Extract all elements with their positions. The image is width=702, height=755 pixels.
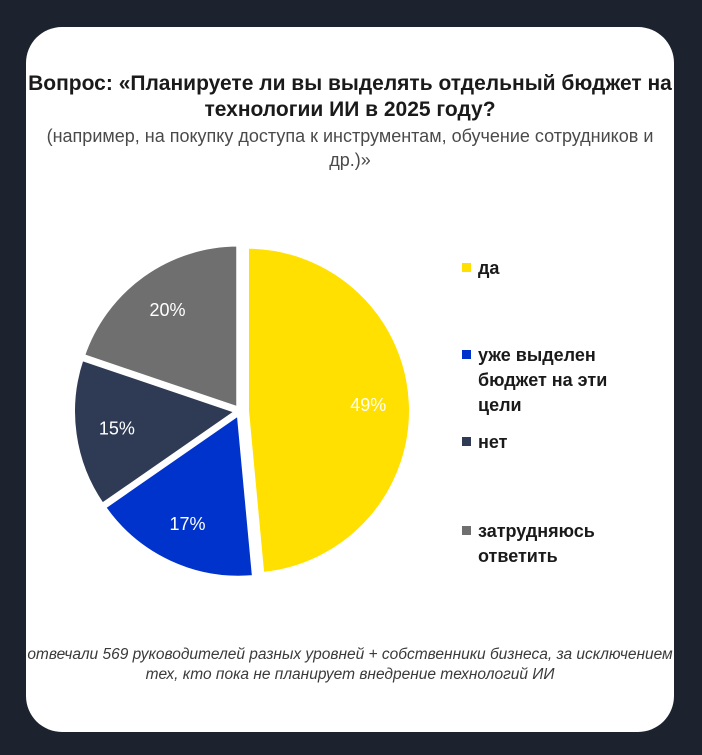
legend-label-no: нет	[478, 432, 508, 452]
pie-slice-no	[71, 356, 240, 507]
pie-slice-yes	[244, 244, 410, 576]
pie-slice-budget-allocated	[101, 411, 257, 580]
chart-title: Вопрос: «Планируете ли вы выделять отдел…	[28, 72, 672, 121]
chart-card: Вопрос: «Планируете ли вы выделять отдел…	[26, 27, 674, 732]
legend-label-yes: да	[478, 258, 500, 278]
footnote: отвечали 569 руководителей разных уровне…	[27, 646, 673, 683]
legend-swatch-no	[462, 437, 471, 446]
slice-label-budget-allocated: 17%	[170, 514, 206, 534]
legend-item-no: нет	[462, 430, 648, 455]
legend-swatch-undecided	[462, 526, 471, 535]
pie-chart: 49% 17% 15% 20%	[71, 242, 410, 580]
slice-label-no: 15%	[99, 418, 135, 438]
legend-label-undecided: затрудняюсь ответить	[478, 521, 595, 566]
legend-item-undecided: затрудняюсь ответить	[462, 519, 648, 569]
legend-label-budget-allocated: уже выделен бюджет на эти цели	[478, 345, 608, 415]
legend-swatch-yes	[462, 263, 471, 272]
legend-item-budget-allocated: уже выделен бюджет на эти цели	[462, 343, 648, 418]
pie-slice-undecided	[80, 242, 241, 411]
legend-item-yes: да	[462, 256, 648, 281]
slice-label-undecided: 20%	[150, 300, 186, 320]
slice-label-yes: 49%	[350, 395, 386, 415]
chart-subtitle: (например, на покупку доступа к инструме…	[46, 126, 654, 170]
legend-swatch-budget-allocated	[462, 350, 471, 359]
